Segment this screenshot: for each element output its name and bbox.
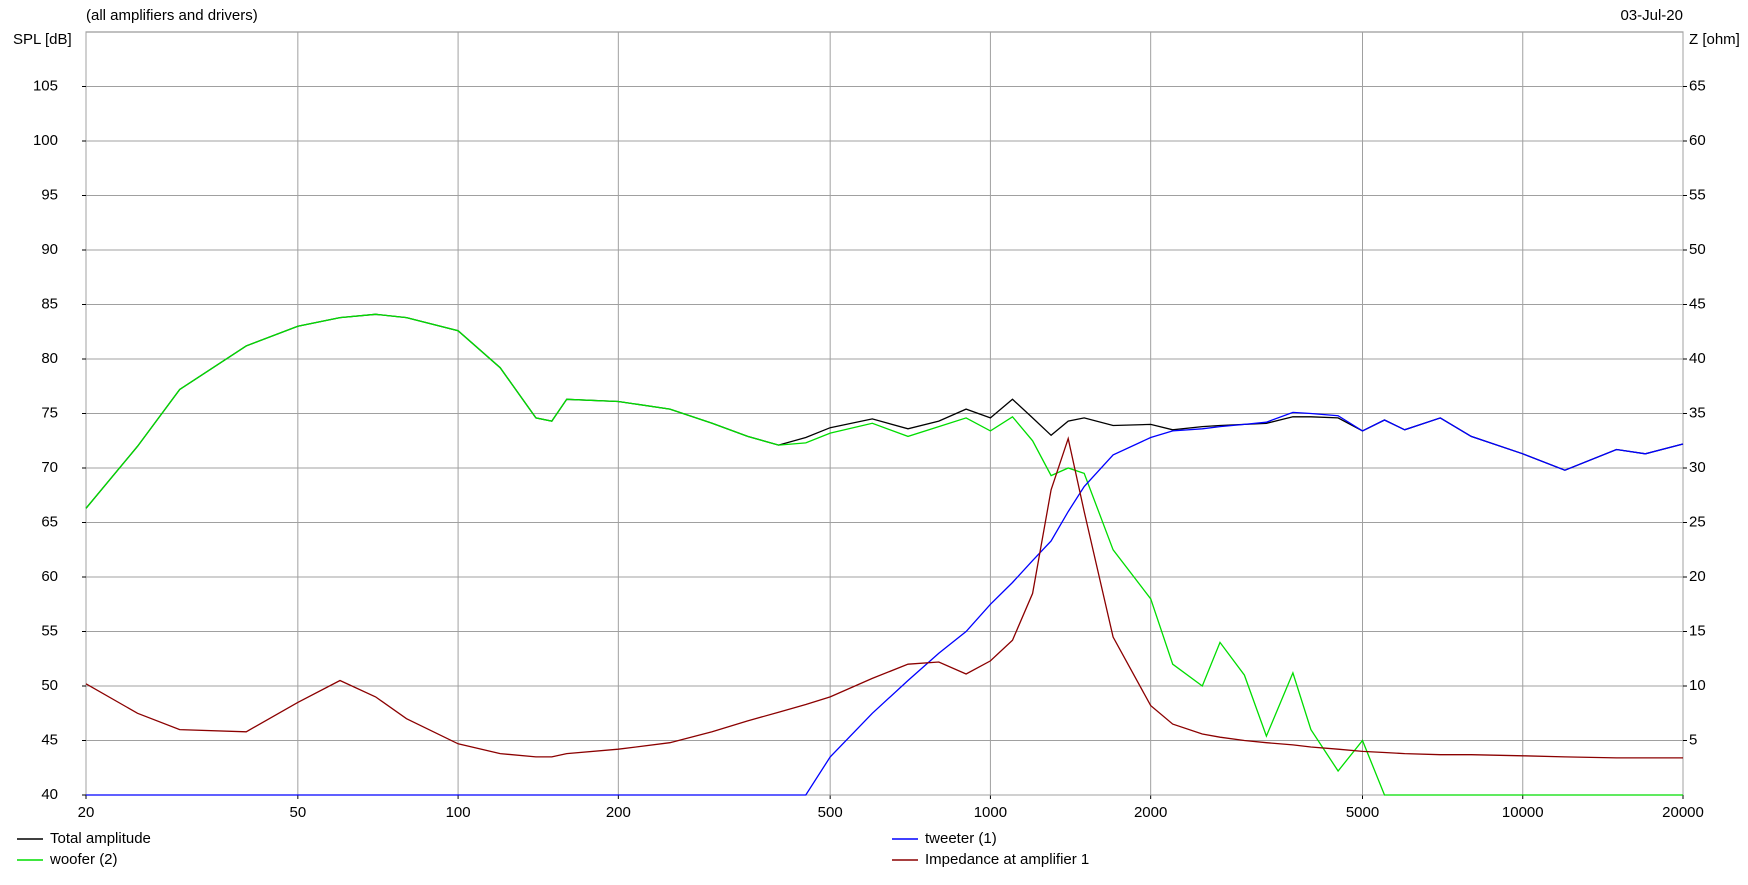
- chart-date: 03-Jul-20: [1620, 7, 1683, 24]
- legend-label: tweeter (1): [925, 830, 997, 847]
- y-tick-label: 50: [41, 677, 58, 694]
- x-tick-label: 10000: [1502, 804, 1544, 821]
- y2-tick-label: 45: [1689, 295, 1706, 312]
- series-line: [86, 411, 1684, 796]
- y-tick-label: 95: [41, 186, 58, 203]
- legend-label: Total amplitude: [50, 830, 151, 847]
- series-line: [85, 313, 1683, 796]
- y2-tick-label: 40: [1689, 350, 1706, 367]
- y-tick-label: 45: [41, 731, 58, 748]
- y-tick-label: 105: [33, 77, 58, 94]
- y-tick-label: 40: [41, 786, 58, 803]
- legend-label: woofer (2): [49, 851, 118, 868]
- y-tick-label: 90: [41, 241, 58, 258]
- y2-tick-label: 50: [1689, 241, 1706, 258]
- y-tick-label: 70: [41, 459, 58, 476]
- y-tick-label: 85: [41, 295, 58, 312]
- y-tick-label: 55: [41, 622, 58, 639]
- chart-subtitle: (all amplifiers and drivers): [86, 7, 258, 24]
- y-tick-label: 60: [41, 568, 58, 585]
- y-tick-label: 80: [41, 350, 58, 367]
- y2-tick-label: 60: [1689, 132, 1706, 149]
- x-tick-label: 5000: [1346, 804, 1379, 821]
- y2-tick-label: 25: [1689, 513, 1706, 530]
- y-tick-label: 75: [41, 404, 58, 421]
- series-line: [85, 436, 1683, 759]
- x-tick-label: 100: [446, 804, 471, 821]
- x-tick-label: 20000: [1662, 804, 1704, 821]
- y-axis-label: SPL [dB]: [13, 31, 72, 48]
- y2-tick-label: 55: [1689, 186, 1706, 203]
- x-tick-label: 2000: [1134, 804, 1167, 821]
- y2-tick-label: 15: [1689, 622, 1706, 639]
- y2-tick-label: 65: [1689, 77, 1706, 94]
- y2-tick-label: 20: [1689, 568, 1706, 585]
- x-tick-label: 500: [818, 804, 843, 821]
- x-tick-label: 50: [289, 804, 306, 821]
- y-tick-label: 100: [33, 132, 58, 149]
- y2-tick-label: 5: [1689, 731, 1697, 748]
- y2-axis-label: Z [ohm]: [1689, 31, 1740, 48]
- y2-tick-label: 35: [1689, 404, 1706, 421]
- x-tick-label: 1000: [974, 804, 1007, 821]
- y2-tick-label: 10: [1689, 677, 1706, 694]
- y2-tick-label: 30: [1689, 459, 1706, 476]
- x-tick-label: 200: [606, 804, 631, 821]
- y-tick-label: 65: [41, 513, 58, 530]
- x-tick-label: 20: [78, 804, 95, 821]
- legend-label: Impedance at amplifier 1: [925, 851, 1089, 868]
